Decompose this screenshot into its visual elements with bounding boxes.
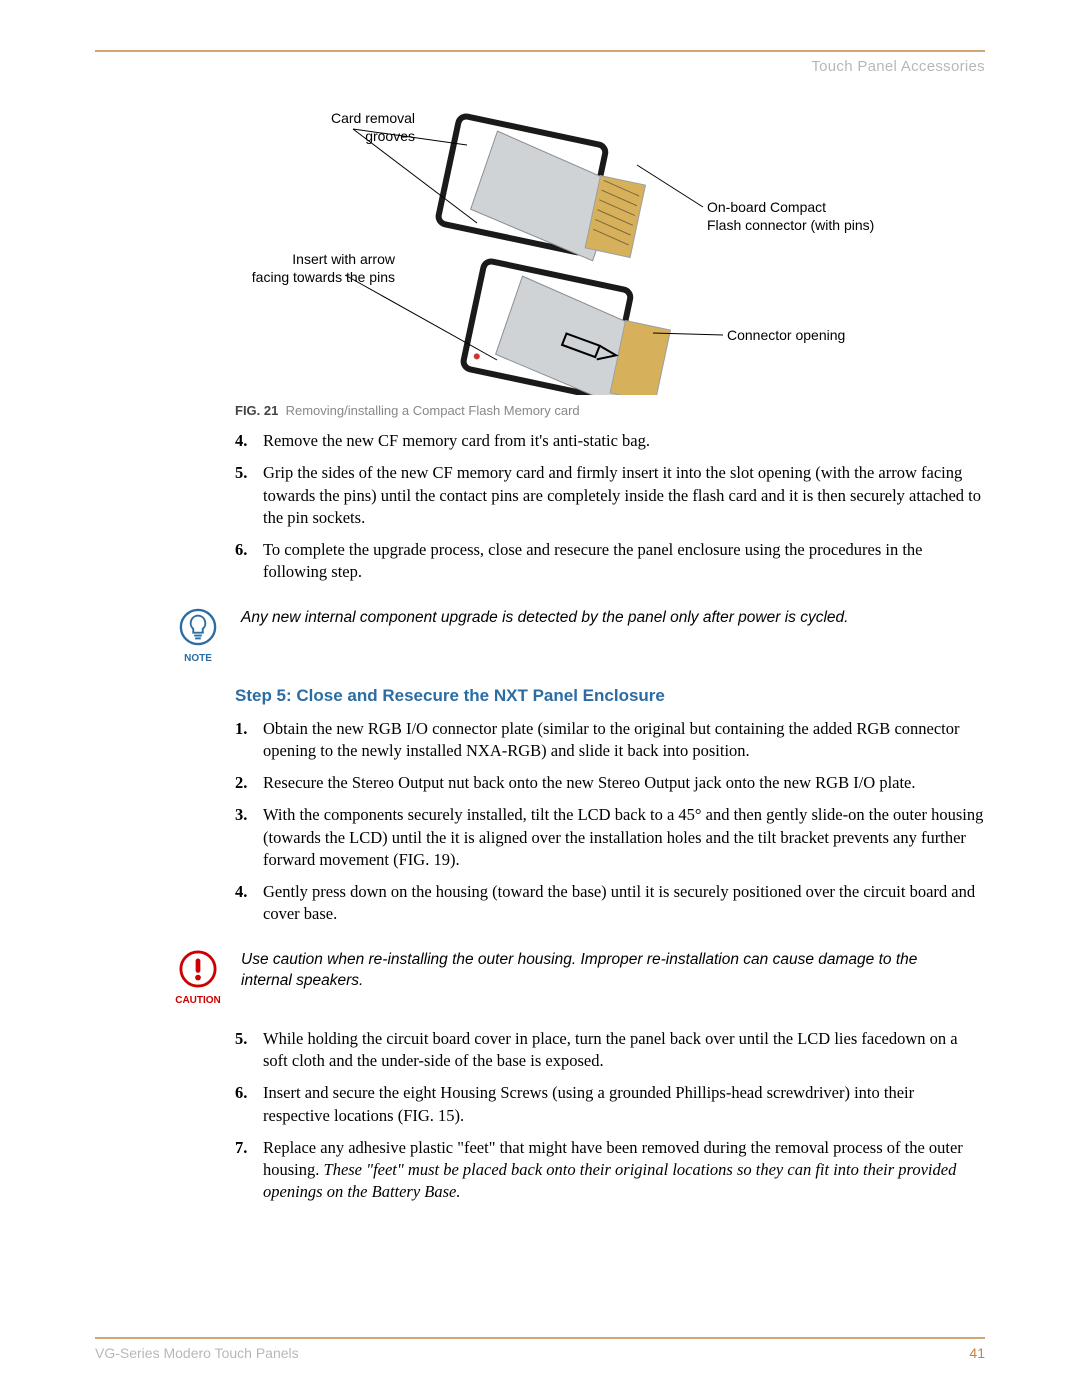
- page-number: 41: [969, 1345, 985, 1361]
- step-number: 3.: [235, 804, 263, 871]
- figure-diagram: Card removal grooves On-board Compact Fl…: [235, 105, 985, 395]
- figure-caption-text: Removing/installing a Compact Flash Memo…: [286, 403, 580, 418]
- page-footer: VG-Series Modero Touch Panels 41: [95, 1337, 985, 1361]
- ordered-list-c: 5.While holding the circuit board cover …: [235, 1028, 985, 1204]
- list-item: 2.Resecure the Stereo Output nut back on…: [235, 772, 985, 794]
- step-number: 4.: [235, 430, 263, 452]
- step-text: Replace any adhesive plastic "feet" that…: [263, 1137, 985, 1204]
- diagram-svg: [235, 105, 995, 395]
- callout-text: Flash connector (with pins): [707, 217, 874, 233]
- list-item: 6.Insert and secure the eight Housing Sc…: [235, 1082, 985, 1127]
- note-icon-wrap: NOTE: [175, 608, 221, 664]
- figure-caption: FIG. 21 Removing/installing a Compact Fl…: [235, 403, 985, 418]
- note-text: Any new internal component upgrade is de…: [241, 608, 848, 629]
- callout-text: facing towards the pins: [252, 269, 395, 285]
- step-text: Obtain the new RGB I/O connector plate (…: [263, 718, 985, 763]
- caution-block: CAUTION Use caution when re-installing t…: [175, 950, 985, 1006]
- list-item: 3.With the components securely installed…: [235, 804, 985, 871]
- step-number: 5.: [235, 462, 263, 529]
- step-text: Remove the new CF memory card from it's …: [263, 430, 985, 452]
- step-number: 6.: [235, 1082, 263, 1127]
- page: Touch Panel Accessories: [0, 0, 1080, 1397]
- list-item: 7.Replace any adhesive plastic "feet" th…: [235, 1137, 985, 1204]
- caution-text: Use caution when re-installing the outer…: [241, 950, 941, 992]
- list-item: 5.Grip the sides of the new CF memory ca…: [235, 462, 985, 529]
- note-label: NOTE: [175, 653, 221, 664]
- step-text: Resecure the Stereo Output nut back onto…: [263, 772, 985, 794]
- section-heading: Step 5: Close and Resecure the NXT Panel…: [235, 686, 985, 706]
- exclamation-icon: [179, 950, 217, 988]
- footer-left: VG-Series Modero Touch Panels: [95, 1345, 299, 1361]
- step-number: 1.: [235, 718, 263, 763]
- step-text: To complete the upgrade process, close a…: [263, 539, 985, 584]
- step-text: With the components securely installed, …: [263, 804, 985, 871]
- callout-connector-opening: Connector opening: [727, 327, 845, 345]
- callout-text: On-board Compact: [707, 199, 826, 215]
- callout-text: grooves: [365, 128, 415, 144]
- caution-label: CAUTION: [175, 995, 221, 1006]
- figure-label: FIG. 21: [235, 403, 278, 418]
- callout-text: Insert with arrow: [292, 251, 395, 267]
- callout-text: Connector opening: [727, 327, 845, 343]
- list-item: 4.Gently press down on the housing (towa…: [235, 881, 985, 926]
- callout-onboard: On-board Compact Flash connector (with p…: [707, 199, 874, 234]
- step-number: 4.: [235, 881, 263, 926]
- callout-text: Card removal: [331, 110, 415, 126]
- list-item: 4.Remove the new CF memory card from it'…: [235, 430, 985, 452]
- ordered-list-a: 4.Remove the new CF memory card from it'…: [235, 430, 985, 584]
- step-text: Grip the sides of the new CF memory card…: [263, 462, 985, 529]
- step-text: Gently press down on the housing (toward…: [263, 881, 985, 926]
- list-item: 5.While holding the circuit board cover …: [235, 1028, 985, 1073]
- header-section-title: Touch Panel Accessories: [95, 58, 985, 75]
- step-number: 6.: [235, 539, 263, 584]
- step-number: 7.: [235, 1137, 263, 1204]
- list-item: 1.Obtain the new RGB I/O connector plate…: [235, 718, 985, 763]
- ordered-list-b: 1.Obtain the new RGB I/O connector plate…: [235, 718, 985, 926]
- step-text: Insert and secure the eight Housing Scre…: [263, 1082, 985, 1127]
- step-text: While holding the circuit board cover in…: [263, 1028, 985, 1073]
- list-item: 6.To complete the upgrade process, close…: [235, 539, 985, 584]
- callout-card-removal: Card removal grooves: [275, 110, 415, 145]
- step-number: 2.: [235, 772, 263, 794]
- callout-insert: Insert with arrow facing towards the pin…: [195, 251, 395, 286]
- caution-icon-wrap: CAUTION: [175, 950, 221, 1006]
- note-block: NOTE Any new internal component upgrade …: [175, 608, 985, 664]
- top-rule: [95, 50, 985, 52]
- lightbulb-icon: [179, 608, 217, 646]
- step-number: 5.: [235, 1028, 263, 1073]
